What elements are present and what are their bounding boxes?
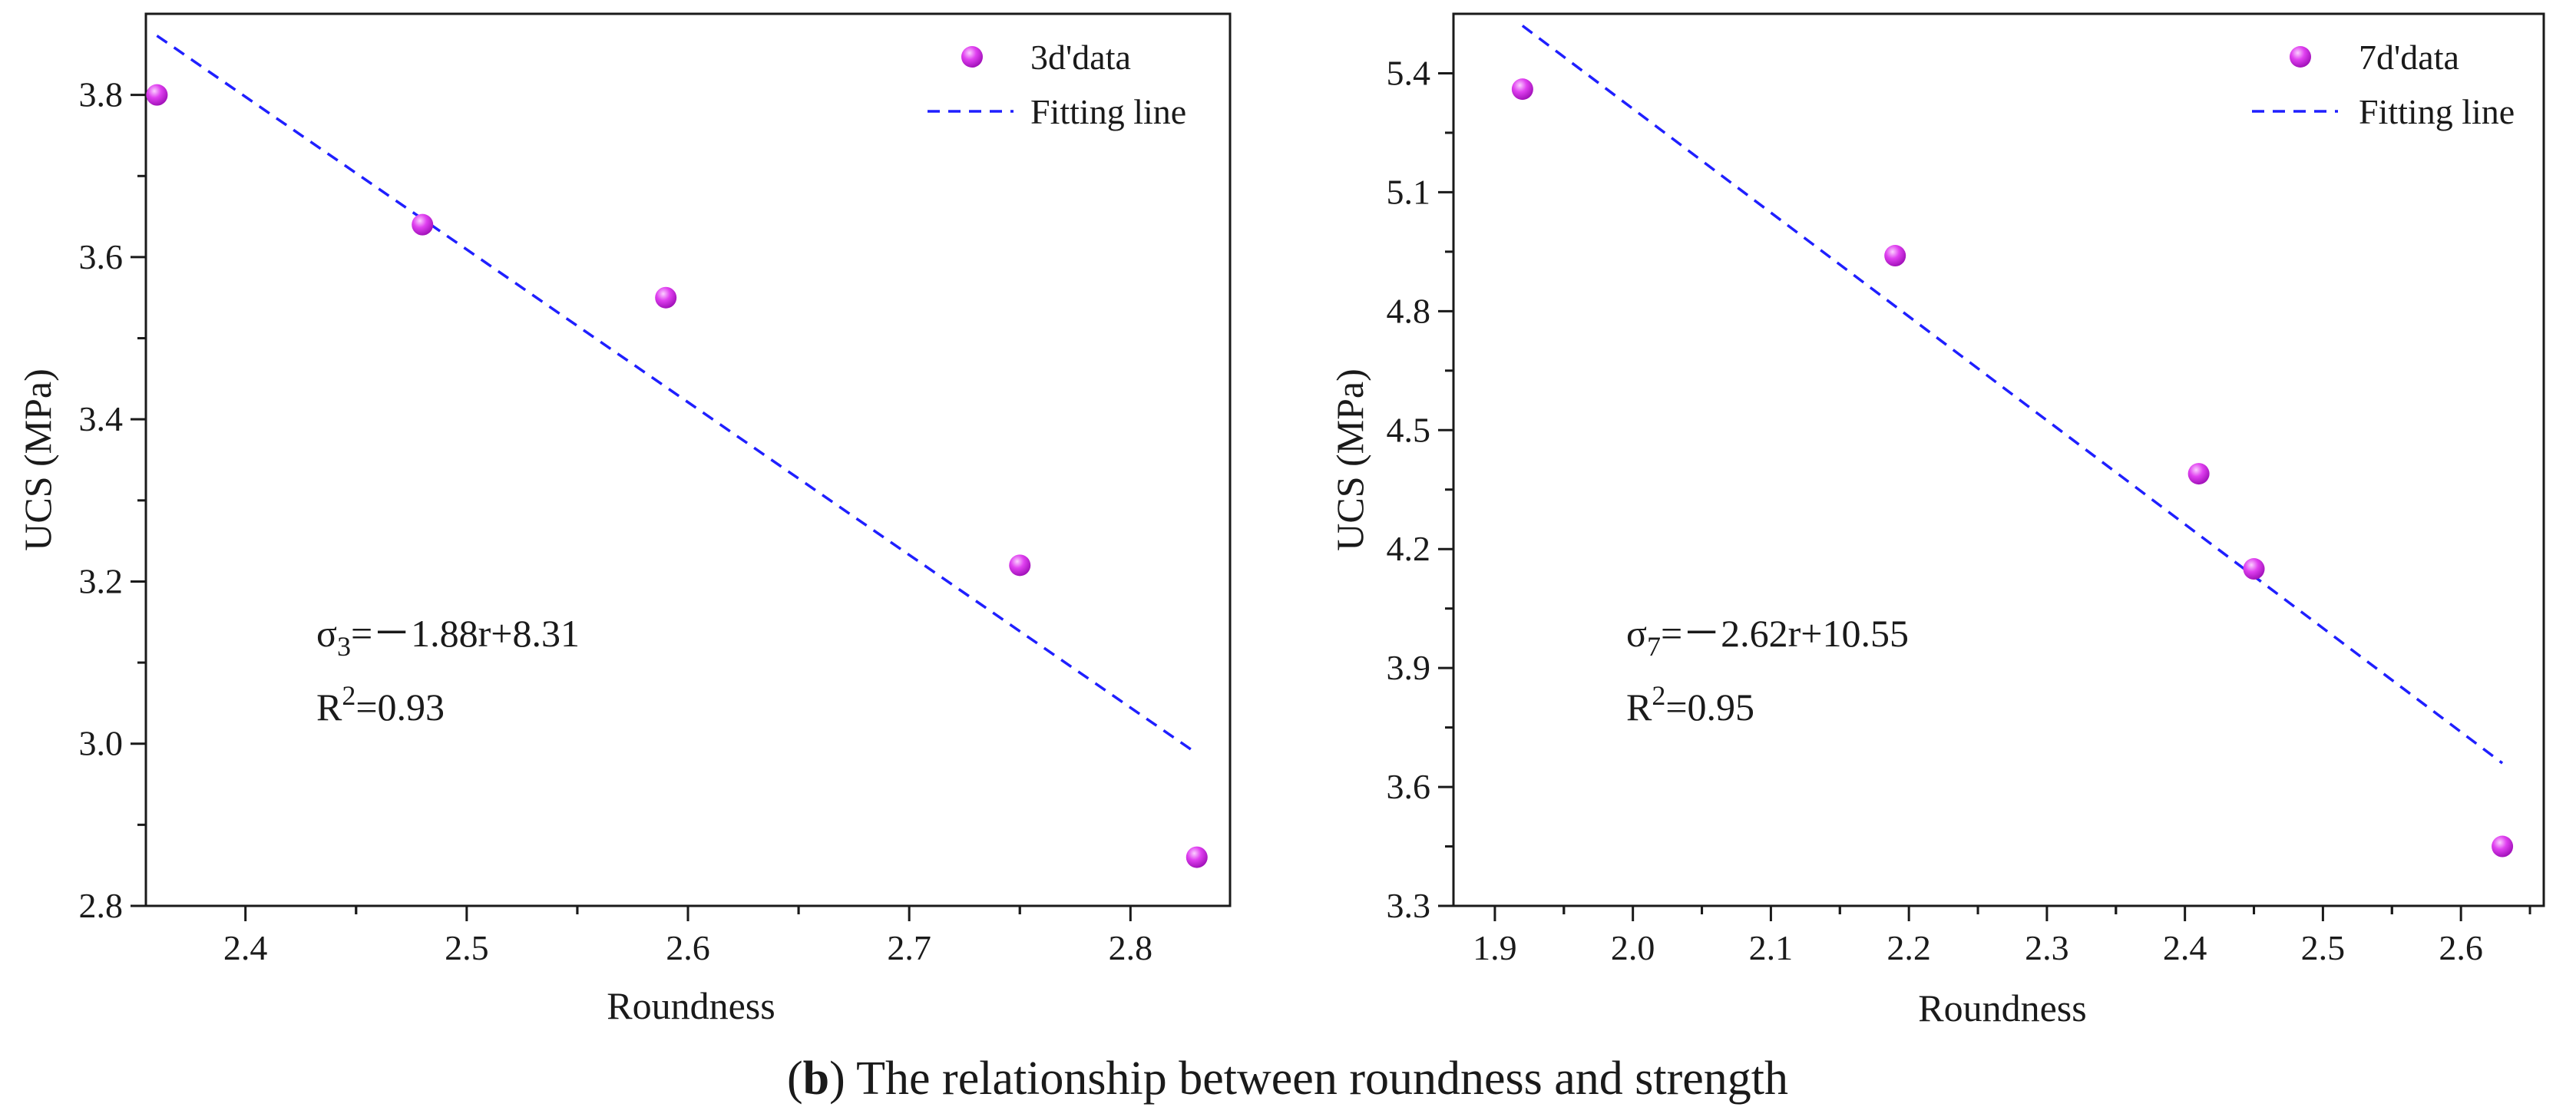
data-point-3d: [655, 286, 677, 309]
x-tick-label: 2.5: [2301, 928, 2346, 967]
y-tick-label: 3.3: [1387, 886, 1431, 925]
data-point-3d: [1185, 846, 1208, 868]
x-tick-label: 2.6: [2439, 928, 2483, 967]
x-tick-label: 2.8: [1109, 928, 1153, 967]
data-point-7d: [1884, 245, 1906, 267]
y-axis-title-7d: UCS (MPa): [1328, 368, 1371, 551]
y-tick-label: 3.0: [79, 724, 124, 763]
legend-label-7d-fit: Fitting line: [2359, 92, 2515, 131]
data-point-7d: [2187, 463, 2210, 485]
equation-3d: σ3=－1.88r+8.31: [316, 612, 580, 662]
y-tick-label: 3.6: [79, 237, 124, 276]
legend-label-3d-data: 3d'data: [1030, 38, 1131, 77]
legend-marker-3d: [961, 46, 983, 68]
legend-marker-7d: [2290, 46, 2311, 68]
y-tick-label: 4.5: [1387, 410, 1431, 449]
plot-frame-3d: [144, 12, 1232, 907]
data-point-7d: [2243, 558, 2265, 580]
data-point-3d: [1009, 554, 1031, 577]
x-tick-label: 2.0: [1611, 928, 1655, 967]
fitting-line-7d: [1521, 25, 2504, 765]
x-tick-label: 2.4: [2163, 928, 2207, 967]
fitting-line-3d: [156, 35, 1198, 755]
legend-label-7d-data: 7d'data: [2359, 38, 2459, 77]
r-squared-3d: R2=0.93: [316, 680, 445, 729]
x-tick-label: 2.2: [1887, 928, 1931, 967]
x-axis-title-7d: Roundness: [1918, 986, 2086, 1029]
data-point-7d: [2492, 835, 2514, 858]
x-tick-label: 1.9: [1473, 928, 1517, 967]
chart-7d: 3.3 3.6 3.9 4.2 4.5 4.8 5.1 5.4 1.9 2.0 2.1 2.2 2.3…: [1328, 12, 2545, 1029]
r-squared-7d: R2=0.95: [1626, 680, 1754, 729]
data-point-3d: [412, 213, 434, 236]
y-axis-7d: 3.3 3.6 3.9 4.2 4.5 4.8 5.1 5.4: [1387, 53, 1453, 925]
legend-label-3d-fit: Fitting line: [1030, 92, 1186, 131]
y-axis-title-3d: UCS (MPa): [16, 368, 59, 551]
y-axis-3d: 2.8 3.0 3.2 3.4 3.6 3.8: [79, 75, 146, 925]
equation-7d: σ7=－2.62r+10.55: [1626, 612, 1909, 662]
x-tick-label: 2.4: [223, 928, 268, 967]
y-tick-label: 3.8: [79, 75, 124, 114]
y-tick-label: 2.8: [79, 886, 124, 925]
x-tick-label: 2.1: [1749, 928, 1794, 967]
y-tick-label: 3.2: [79, 561, 124, 600]
y-tick-label: 4.2: [1387, 529, 1431, 568]
plot-frame-7d: [1452, 12, 2545, 907]
y-tick-label: 3.4: [79, 399, 124, 438]
x-axis-title-3d: Roundness: [607, 984, 775, 1027]
y-tick-label: 5.4: [1387, 53, 1431, 92]
x-tick-label: 2.5: [445, 928, 489, 967]
y-tick-label: 3.6: [1387, 767, 1431, 806]
x-axis-7d: 1.9 2.0 2.1 2.2 2.3 2.4 2.5 2.6: [1473, 906, 2531, 967]
x-tick-label: 2.6: [666, 928, 710, 967]
y-tick-label: 3.9: [1387, 648, 1431, 687]
x-tick-label: 2.3: [2025, 928, 2069, 967]
data-point-3d: [146, 84, 168, 106]
chart-3d: 2.8 3.0 3.2 3.4 3.6 3.8 2.4 2.5 2.6 2.7 2.8 UCS (…: [16, 12, 1232, 1027]
figure-caption: (b) The relationship between roundness a…: [787, 1053, 1788, 1105]
y-tick-label: 5.1: [1387, 172, 1431, 211]
data-point-7d: [1511, 78, 1533, 101]
x-tick-label: 2.7: [887, 928, 931, 967]
legend-3d: 3d'data Fitting line: [928, 38, 1186, 131]
legend-7d: 7d'data Fitting line: [2252, 38, 2515, 131]
y-tick-label: 4.8: [1387, 291, 1431, 330]
x-axis-3d: 2.4 2.5 2.6 2.7 2.8: [223, 906, 1152, 967]
